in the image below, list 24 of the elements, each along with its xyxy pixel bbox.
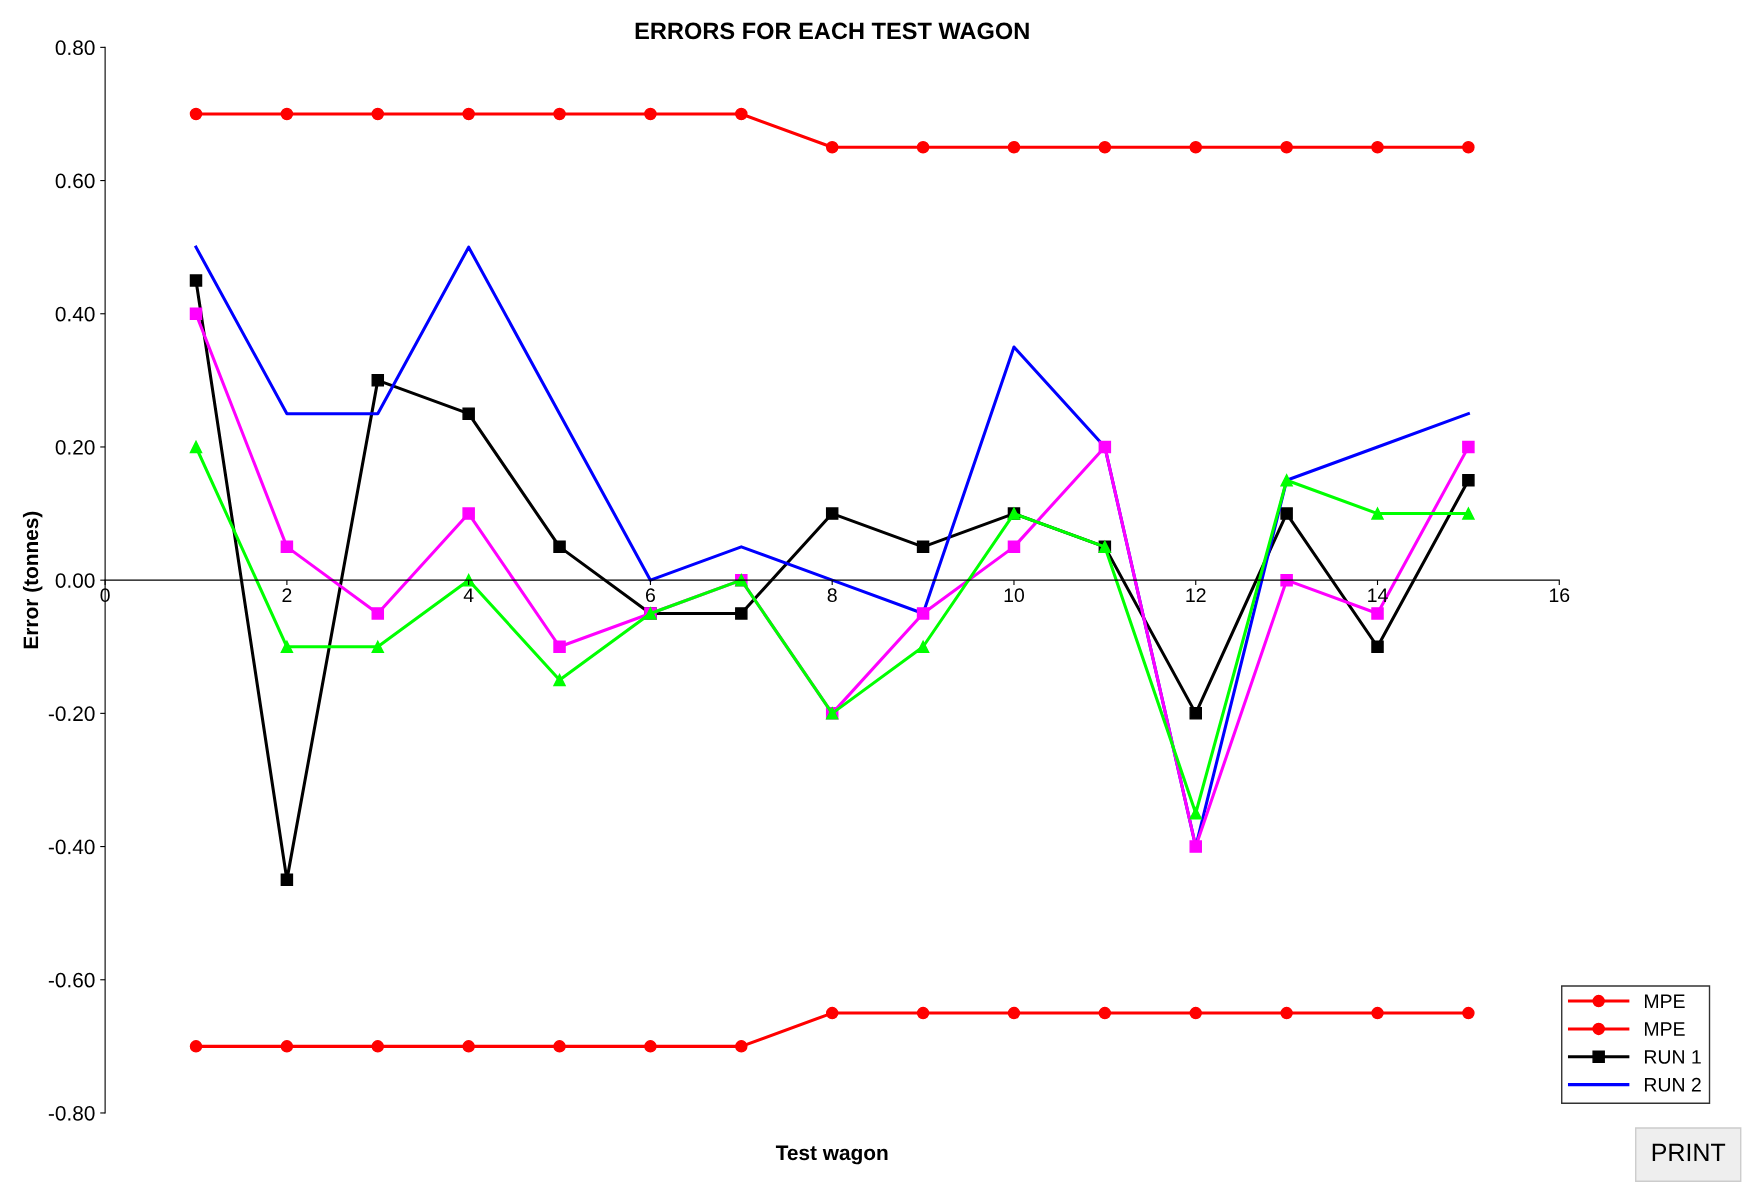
- y-tick-label: 0.00: [55, 573, 95, 588]
- y-tick-label: 0.20: [55, 439, 95, 455]
- y-tick-label: -0.20: [48, 706, 95, 722]
- chart-title: ERRORS FOR EACH TEST WAGON: [635, 22, 1029, 40]
- x-tick-label: 10: [1004, 588, 1025, 603]
- y-axis-title: Error (tonnes): [22, 511, 43, 649]
- y-tick-label: 0.80: [55, 40, 95, 56]
- x-tick-label: 12: [1186, 588, 1206, 602]
- legend-label: RUN 1: [1644, 1050, 1701, 1064]
- x-tick-label: 16: [1549, 588, 1570, 603]
- y-tick-label: -0.60: [48, 972, 95, 988]
- y-tick-label: 0.60: [55, 173, 95, 189]
- legend-label: RUN 2: [1644, 1077, 1701, 1092]
- x-tick-label: 8: [827, 588, 837, 603]
- y-tick-label: -0.40: [48, 839, 95, 855]
- x-tick-label: 4: [463, 588, 474, 602]
- y-tick-label: 0.40: [55, 306, 95, 322]
- y-tick-label: -0.80: [48, 1105, 95, 1121]
- x-tick-label: 6: [646, 588, 655, 603]
- text: PRINT: [1652, 1143, 1726, 1162]
- legend-label: MPE: [1644, 994, 1685, 1008]
- legend-label: MPE: [1644, 1022, 1685, 1036]
- x-axis-title: Test wagon: [775, 1145, 888, 1165]
- x-tick-label: 2: [282, 588, 292, 602]
